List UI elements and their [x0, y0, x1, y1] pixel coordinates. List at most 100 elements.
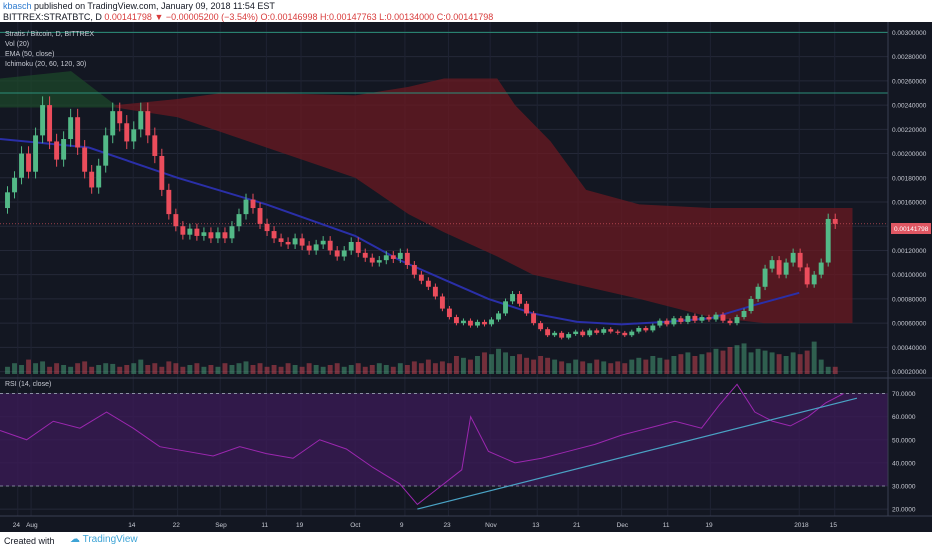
candle-body [180, 226, 186, 235]
volume-bar [131, 363, 137, 374]
candle-body [355, 241, 361, 253]
candle-body [650, 325, 656, 331]
candle-body [131, 129, 137, 142]
candle-body [40, 105, 46, 136]
last-price: 0.00141798 [104, 12, 152, 22]
volume-bar [762, 350, 768, 374]
volume-bar [811, 341, 817, 374]
chart-title: Stratis / Bitcoin, D, BITTREX [5, 31, 94, 38]
high-value: H:0.00147763 [320, 12, 377, 22]
rsi-tick-label: 20.0000 [892, 507, 916, 514]
volume-bar [769, 352, 775, 374]
volume-bar [671, 356, 677, 374]
volume-bar [208, 365, 214, 374]
candle-body [432, 286, 438, 297]
candle-body [573, 331, 579, 335]
volume-bar [215, 366, 221, 374]
volume-bar [82, 361, 88, 374]
author-link[interactable]: kbasch [3, 1, 32, 11]
price-tick-label: 0.00100000 [892, 272, 927, 279]
candle-body [236, 214, 242, 227]
candle-body [19, 153, 24, 178]
volume-bar [418, 363, 424, 374]
volume-bar [236, 363, 242, 374]
price-tick-label: 0.00120000 [892, 248, 927, 255]
volume-bar [257, 363, 263, 374]
volume-bar [615, 361, 621, 374]
rsi-pane [0, 383, 888, 510]
candle-body [89, 171, 95, 188]
time-tick-label: 13 [532, 522, 540, 529]
volume-bar [26, 359, 32, 374]
candle-body [257, 208, 263, 224]
volume-bar [201, 366, 207, 374]
candle-body [439, 296, 445, 309]
volume-bar [622, 363, 628, 374]
candle-body [117, 111, 123, 124]
candle-body [531, 313, 537, 324]
volume-bar [475, 356, 480, 374]
time-tick-label: Sep [215, 522, 227, 529]
volume-bar [587, 363, 593, 374]
volume-bar [61, 365, 67, 374]
candle-body [187, 228, 193, 235]
candle-body [320, 240, 326, 245]
candle-body [685, 315, 691, 322]
price-chart[interactable]: 0.00300000 0.00280000 0.00260000 0.00240000… [0, 22, 932, 532]
tradingview-logo[interactable]: ☁ TradingView [70, 534, 138, 545]
price-tick-label: 0.00040000 [892, 345, 927, 352]
volume-bar [678, 354, 684, 374]
volume-bar [40, 361, 46, 374]
candle-body [404, 252, 410, 265]
volume-bar [327, 365, 333, 374]
volume-bar [54, 363, 60, 374]
candle-body [299, 238, 305, 246]
candle-body [468, 320, 473, 326]
volume-bar [425, 359, 431, 374]
volume-bar [468, 359, 473, 374]
price-tick-label: 0.00280000 [892, 54, 927, 61]
cloud-green-area [0, 71, 116, 108]
candle-body [173, 214, 179, 227]
volume-bar [608, 363, 614, 374]
candle-body [215, 232, 221, 239]
price-tick-label: 0.00240000 [892, 103, 927, 110]
rsi-trendline [417, 397, 858, 510]
candle-body [341, 250, 347, 257]
down-arrow-icon: ▼ [154, 12, 164, 22]
volume-bar [685, 352, 691, 374]
time-tick-label: 19 [296, 522, 304, 529]
volume-bar [89, 366, 95, 374]
close-value: C:0.00141798 [436, 12, 494, 22]
candle-body [503, 301, 508, 314]
candle-body [362, 252, 368, 258]
volume-bar [411, 361, 417, 374]
rsi-tick-label: 40.0000 [892, 460, 916, 467]
volume-bar [229, 365, 235, 374]
candle-body [334, 250, 340, 257]
candle-body [460, 320, 466, 324]
ichimoku-cloud [0, 71, 853, 324]
time-tick-label: 11 [261, 522, 268, 529]
header-bar: kbasch published on TradingView.com, Jan… [0, 0, 932, 22]
time-tick-label: Nov [485, 522, 497, 529]
candle-body [348, 241, 354, 251]
volume-bar [271, 365, 277, 374]
volume-bar [643, 359, 649, 374]
volume-bar [713, 348, 719, 374]
candle-body [580, 331, 586, 336]
candle-body [110, 111, 116, 136]
volume-bar [460, 357, 466, 374]
candle-body [622, 332, 628, 336]
candle-body [306, 245, 312, 251]
volume-bar [278, 366, 284, 374]
volume-bar [348, 365, 354, 374]
volume-bar [706, 352, 712, 374]
publish-line: kbasch published on TradingView.com, Jan… [3, 1, 275, 11]
candle-body [664, 320, 670, 325]
candle-body [706, 317, 712, 320]
volume-bar [369, 365, 375, 374]
volume-bar [489, 354, 494, 374]
price-tick-label: 0.00060000 [892, 321, 927, 328]
candle-body [559, 332, 565, 338]
